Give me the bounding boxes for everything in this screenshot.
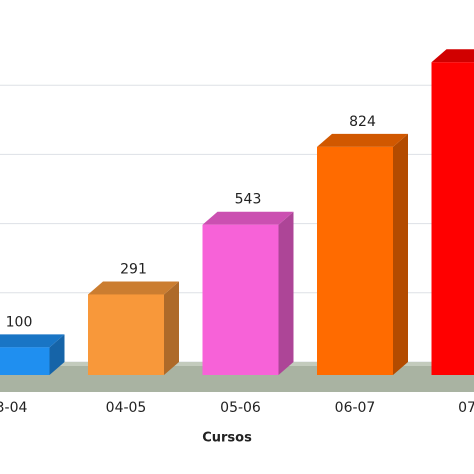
x-tick-label: 07- [458,400,474,416]
value-label: 824 [349,114,376,130]
bar-top [431,49,474,63]
bar-top [202,211,294,225]
bar-top [88,281,179,295]
x-tick-label: 06-07 [335,400,376,416]
value-label: 543 [235,192,262,208]
x-tick-label: 3-04 [0,400,27,416]
bar [431,62,474,375]
x-tick-label: 05-06 [220,400,261,416]
x-axis-title: Cursos [202,431,252,446]
bar [202,224,279,375]
value-label: 100 [6,314,33,330]
bar-side [164,281,179,375]
bar [317,146,393,375]
bar [0,347,50,375]
bar [88,294,164,375]
bar-side [393,133,408,375]
value-label: 1 [473,29,474,45]
bar-side [278,211,294,375]
bar-side [49,334,65,375]
bar-top [0,334,65,348]
bar-top [317,133,408,147]
x-tick-label: 04-05 [106,400,147,416]
value-label: 291 [120,261,147,277]
